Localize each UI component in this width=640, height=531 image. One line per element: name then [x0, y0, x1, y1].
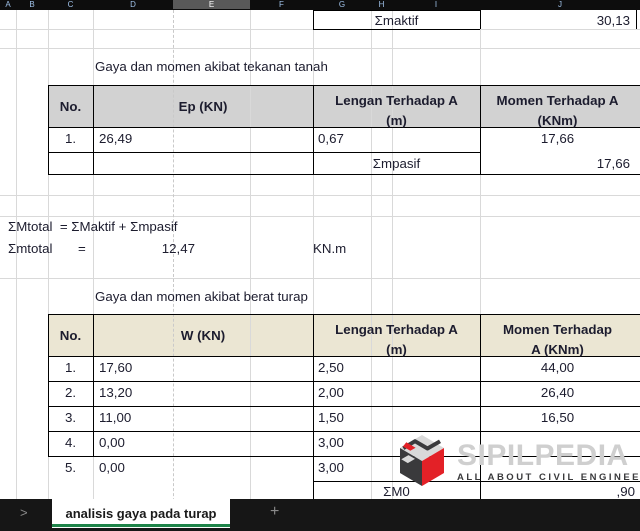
- svg-text:ALL ABOUT CIVIL ENGINEERING: ALL ABOUT CIVIL ENGINEERING: [457, 472, 640, 483]
- svg-text:SIPILPEDIA: SIPILPEDIA: [457, 439, 629, 472]
